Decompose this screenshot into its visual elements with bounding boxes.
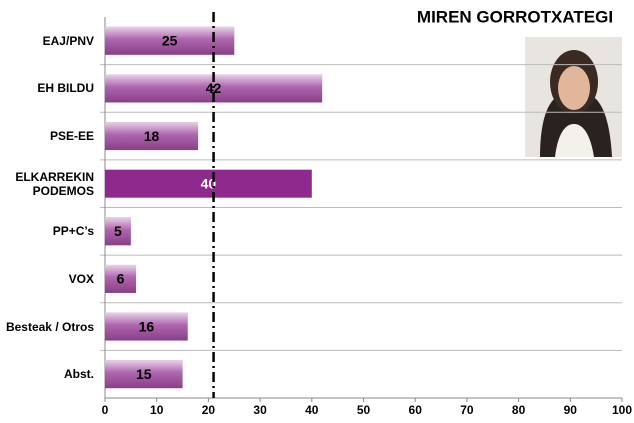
bar-shine xyxy=(105,264,137,293)
x-tick-label: 0 xyxy=(102,403,109,417)
x-tick-label: 50 xyxy=(357,403,371,417)
category-label: EAJ/PNV xyxy=(42,33,94,48)
x-tick-label: 60 xyxy=(409,403,423,417)
category-label: Abst. xyxy=(64,367,94,382)
category-label: VOX xyxy=(68,271,94,286)
category-label: Besteak / Otros xyxy=(5,319,94,334)
bar-shine xyxy=(105,360,183,389)
value-label: 25 xyxy=(162,33,178,49)
x-tick-label: 100 xyxy=(612,403,632,417)
value-label: 18 xyxy=(144,128,160,144)
value-label: 6 xyxy=(117,271,125,287)
x-tick-label: 40 xyxy=(305,403,319,417)
x-tick-label: 90 xyxy=(564,403,578,417)
value-label: 42 xyxy=(206,80,222,96)
bar-shine xyxy=(105,312,188,341)
value-label: 5 xyxy=(114,223,122,239)
category-label: ELKARREKIN PODEMOS xyxy=(15,169,94,198)
value-label: 15 xyxy=(136,366,152,382)
category-label: PSE-EE xyxy=(49,129,94,144)
x-tick-label: 20 xyxy=(202,403,216,417)
bar xyxy=(105,169,312,198)
x-tick-label: 10 xyxy=(150,403,164,417)
x-tick-label: 70 xyxy=(460,403,474,417)
value-label: 16 xyxy=(139,318,155,334)
bar-shine xyxy=(105,122,199,151)
bar-shine xyxy=(105,217,131,246)
category-label: EH BILDU xyxy=(37,81,94,96)
x-tick-label: 80 xyxy=(512,403,526,417)
chart-title: MIREN GORROTXATEGI xyxy=(417,7,613,26)
x-tick-label: 30 xyxy=(253,403,267,417)
photo xyxy=(525,37,622,157)
category-label: PP+C’s xyxy=(52,224,94,239)
